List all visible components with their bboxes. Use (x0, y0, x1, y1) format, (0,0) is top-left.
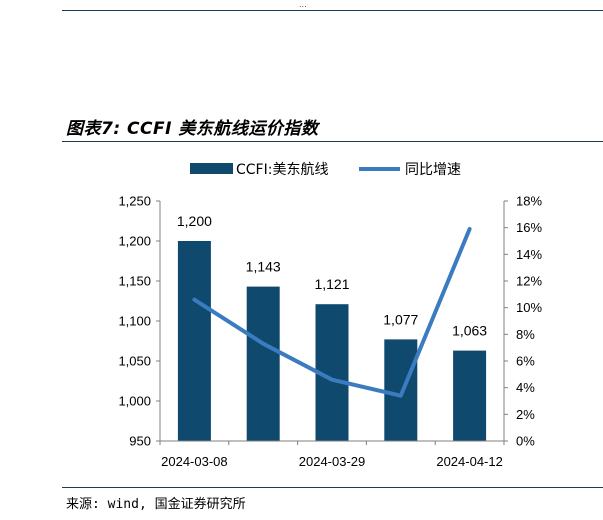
bar-value-label: 1,063 (452, 323, 487, 339)
left-tick-label: 1,000 (118, 394, 151, 409)
right-axis: 0% 2% 4% 6% 8% 10% 12% 14% 16% 18% (503, 194, 542, 449)
right-tick-label: 16% (516, 220, 542, 235)
top-rule (62, 10, 603, 11)
legend-bar-label: CCFI:美东航线 (236, 162, 328, 178)
left-tick-label: 1,050 (118, 354, 151, 369)
bar (453, 350, 487, 441)
bar-value-label: 1,200 (177, 213, 212, 229)
left-tick-label: 1,150 (118, 274, 151, 289)
chart-title: 图表7: CCFI 美东航线运价指数 (66, 119, 319, 139)
bars (177, 241, 487, 441)
right-tick-label: 18% (516, 194, 542, 209)
bottom-rule (62, 487, 603, 488)
right-tick-label: 4% (516, 380, 535, 395)
legend-bar-swatch (190, 163, 233, 174)
x-axis: 2024-03-08 2024-03-29 2024-04-12 (159, 440, 505, 469)
growth-line (192, 227, 472, 398)
bar-labels: 1,200 1,143 1,121 1,077 1,063 (177, 213, 487, 339)
legend-line-label: 同比增速 (405, 162, 461, 178)
bar (246, 286, 280, 441)
right-tick-label: 12% (516, 274, 542, 289)
right-tick-label: 8% (516, 327, 535, 342)
bar-value-label: 1,143 (246, 259, 281, 275)
bar (177, 241, 211, 441)
source-note: 来源: wind, 国金证券研究所 (66, 497, 246, 512)
x-tick-label: 2024-03-08 (161, 454, 228, 469)
x-tick-label: 2024-04-12 (436, 454, 503, 469)
left-tick-label: 1,100 (118, 314, 151, 329)
x-tick-label: 2024-03-29 (299, 454, 366, 469)
right-tick-label: 2% (516, 407, 535, 422)
right-tick-label: 10% (516, 300, 542, 315)
left-tick-label: 1,200 (118, 234, 151, 249)
header-mark: ... (299, 0, 307, 9)
left-tick-label: 950 (129, 434, 151, 449)
left-axis: 950 1,000 1,050 1,100 1,150 1,200 1,250 (118, 194, 161, 449)
left-tick-label: 1,250 (118, 194, 151, 209)
bar-value-label: 1,121 (314, 276, 349, 292)
right-tick-label: 14% (516, 247, 542, 262)
title-rule (62, 141, 603, 142)
legend: CCFI:美东航线 同比增速 (190, 162, 461, 178)
right-tick-label: 0% (516, 434, 535, 449)
bar-value-label: 1,077 (383, 311, 418, 327)
bar (384, 339, 418, 441)
right-tick-label: 6% (516, 354, 535, 369)
